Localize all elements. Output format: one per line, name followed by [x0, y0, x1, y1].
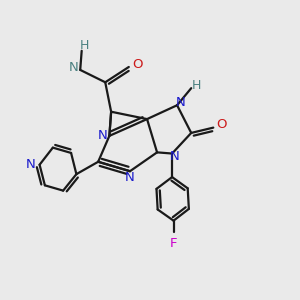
Text: N: N — [26, 158, 36, 171]
Text: N: N — [98, 129, 108, 142]
Text: H: H — [192, 79, 201, 92]
Text: O: O — [216, 118, 227, 131]
Text: N: N — [125, 171, 135, 184]
Text: O: O — [132, 58, 142, 71]
Text: N: N — [170, 150, 180, 163]
Text: H: H — [80, 39, 89, 52]
Text: N: N — [69, 61, 79, 74]
Text: N: N — [176, 96, 185, 109]
Text: F: F — [170, 236, 177, 250]
